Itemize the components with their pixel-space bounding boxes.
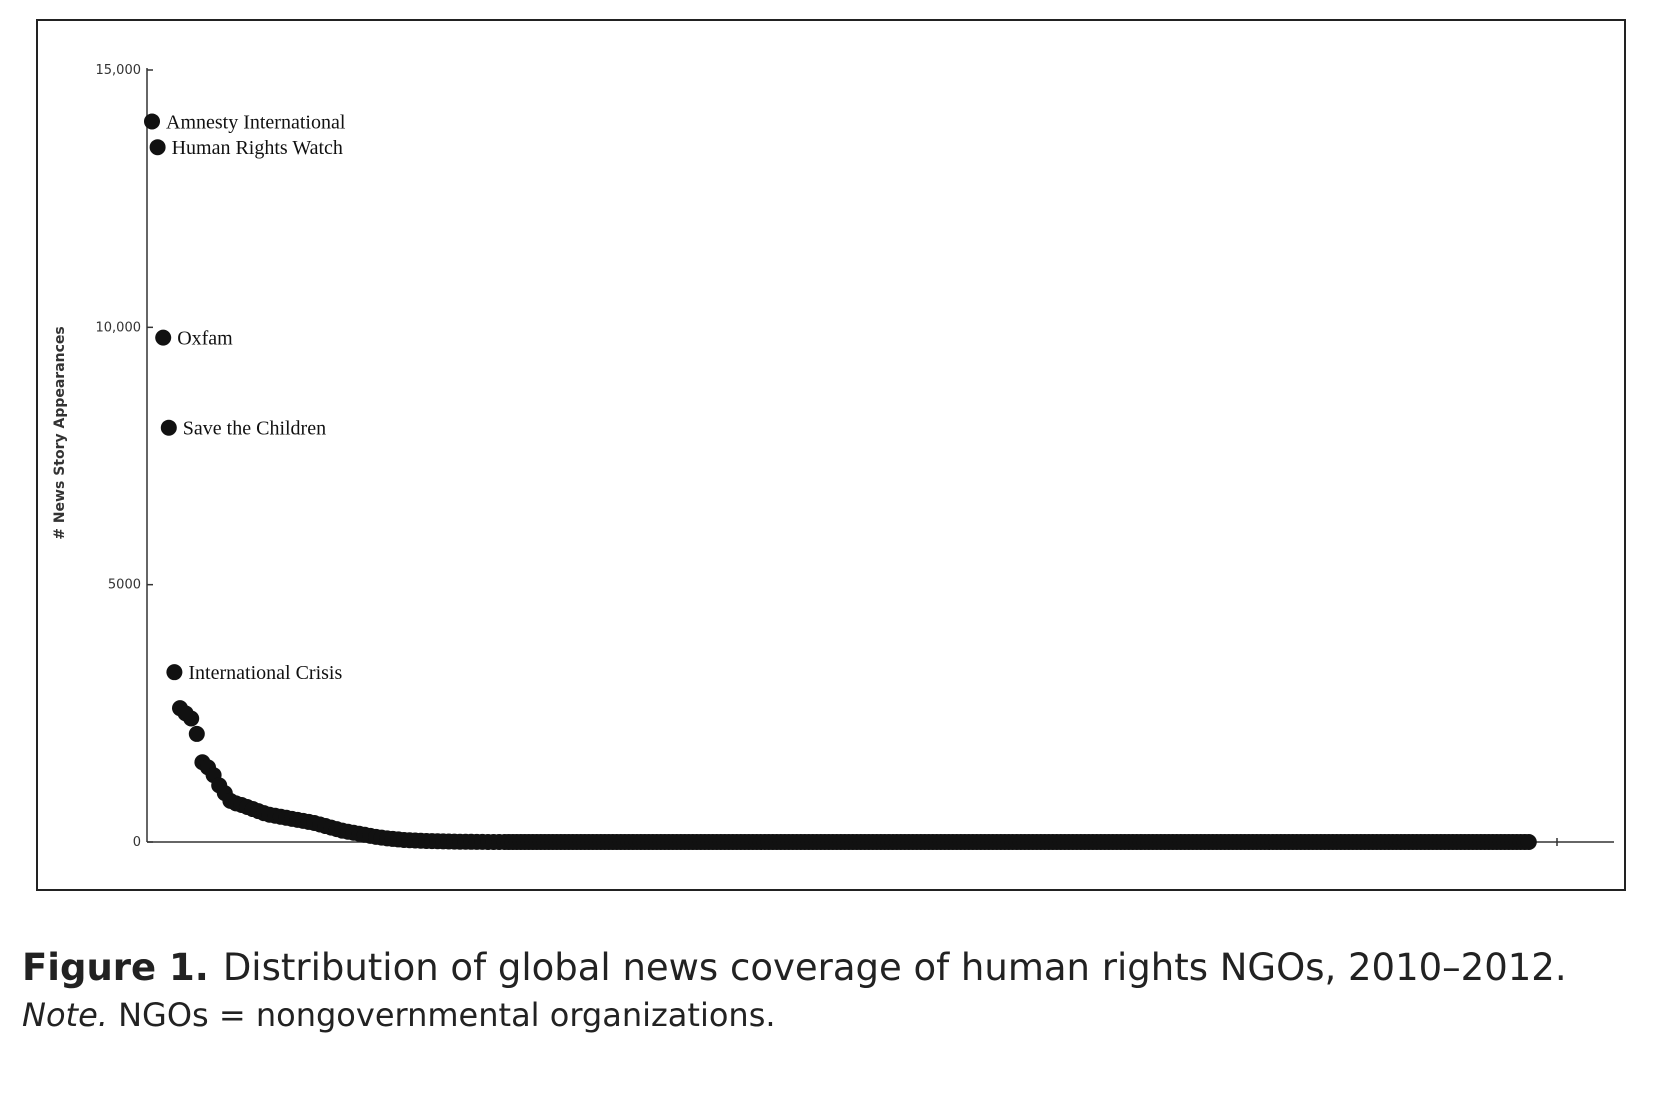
data-point (188, 725, 205, 742)
y-tick-label: 5000 (108, 578, 141, 593)
caption-text: Distribution of global news coverage of … (222, 946, 1567, 989)
point-label: Human Rights Watch (172, 137, 343, 159)
y-tick-label: 10,000 (96, 320, 142, 335)
y-tick-label: 15,000 (96, 63, 142, 78)
figure-caption: Figure 1. Distribution of global news cov… (22, 944, 1642, 1038)
data-point (144, 113, 160, 130)
point-label: Save the Children (183, 418, 326, 440)
caption-figure-label: Figure 1. (22, 946, 209, 989)
data-points (144, 113, 1537, 850)
point-label: Amnesty International (166, 111, 346, 133)
caption-note-label: Note. (22, 996, 108, 1034)
y-tick-label: 0 (133, 835, 141, 850)
data-point (155, 329, 172, 346)
point-label: International Crisis (188, 662, 342, 684)
data-point (160, 419, 177, 436)
point-labels: Amnesty International Human Rights Watch O… (166, 111, 346, 684)
data-point (149, 139, 166, 156)
y-axis-label: # News Story Appearances (52, 326, 68, 540)
figure-frame (36, 19, 1626, 891)
data-point (166, 664, 183, 681)
caption-note-text: NGOs = nongovernmental organizations. (118, 996, 776, 1034)
caption-title: Figure 1. Distribution of global news cov… (22, 944, 1642, 992)
caption-note: Note. NGOs = nongovernmental organizatio… (22, 992, 1642, 1038)
data-point (1520, 834, 1537, 850)
point-label: Oxfam (177, 328, 233, 350)
axes: 0 5000 10,000 15,000 (96, 63, 1614, 850)
data-point (183, 710, 200, 727)
